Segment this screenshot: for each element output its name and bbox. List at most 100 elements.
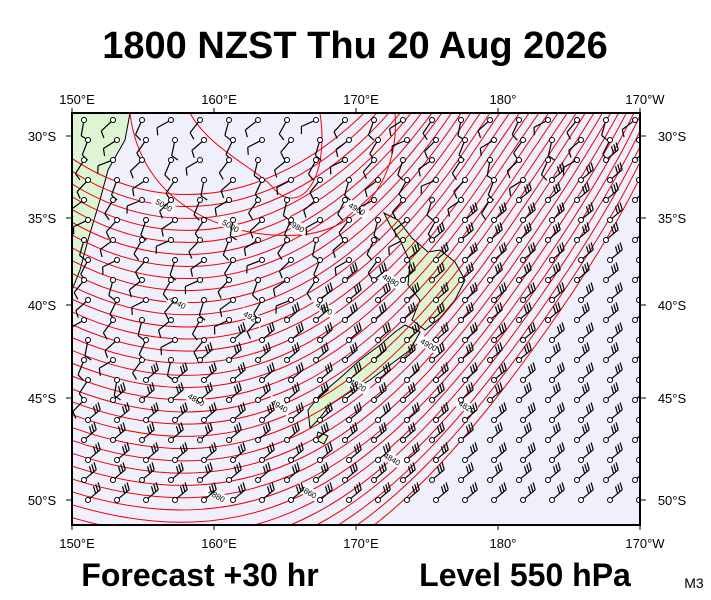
wind-barb — [491, 482, 507, 503]
barb-flag — [269, 324, 273, 332]
barb-flag — [121, 446, 126, 454]
wind-barb — [128, 277, 145, 298]
barb-flag — [643, 342, 650, 349]
barb-flag — [211, 404, 215, 412]
barb-flag — [584, 264, 588, 272]
barb-staff — [495, 369, 507, 380]
barb-flag — [296, 422, 300, 430]
wind-barb — [251, 277, 261, 301]
barb-flag — [295, 406, 300, 414]
barb-staff — [433, 389, 445, 400]
barb-flag — [613, 344, 617, 352]
barb-staff — [562, 160, 576, 169]
barb-staff — [466, 449, 478, 460]
barb-flag — [465, 426, 470, 434]
barb-flag — [353, 446, 358, 454]
wind-barb — [397, 157, 406, 181]
barb-flag — [240, 484, 244, 492]
barb-flag — [526, 424, 530, 432]
barb-flag — [121, 406, 126, 414]
wind-barb — [226, 422, 242, 443]
height-contour — [72, 113, 365, 195]
barb-flag — [617, 484, 621, 492]
barb-flag — [97, 402, 101, 410]
wind-barb — [337, 197, 348, 221]
barb-flag — [79, 254, 86, 261]
barb-flag — [233, 426, 238, 434]
barb-staff — [611, 369, 623, 380]
barb-staff — [379, 449, 391, 460]
barb-flag — [320, 386, 325, 394]
barb-flag — [559, 324, 563, 332]
barb-staff — [611, 449, 623, 460]
barb-flag — [644, 444, 651, 451]
barb-flag — [349, 386, 354, 394]
wind-barb — [375, 402, 391, 423]
barb-flag — [615, 302, 619, 310]
barb-staff — [392, 201, 403, 213]
wind-barb — [84, 337, 92, 361]
barb-flag — [213, 326, 216, 335]
barb-flag — [97, 165, 99, 174]
barb-flag — [356, 324, 360, 332]
barb-flag — [468, 464, 472, 472]
barb-staff — [641, 130, 652, 139]
barb-flag — [248, 212, 254, 220]
barb-staff — [288, 389, 300, 400]
lon-label-bottom: 180° — [490, 536, 517, 551]
barb-flag — [617, 244, 621, 252]
barb-flag — [117, 466, 122, 474]
barb-flag — [356, 404, 360, 412]
barb-flag — [88, 426, 93, 434]
barb-flag — [122, 462, 126, 470]
wind-barb — [313, 422, 329, 443]
barb-flag — [240, 324, 244, 332]
barb-flag — [474, 442, 478, 450]
barb-flag — [555, 344, 559, 352]
wind-barb — [98, 357, 116, 376]
wind-barb — [603, 382, 619, 403]
wind-barb — [603, 262, 619, 283]
barb-staff — [230, 469, 242, 480]
barb-staff — [234, 409, 246, 420]
barb-flag — [474, 242, 478, 250]
barb-flag — [72, 411, 77, 419]
barb-flag — [382, 326, 387, 334]
barb-flag — [300, 322, 304, 330]
barb-flag — [497, 224, 501, 232]
barb-flag — [208, 446, 213, 454]
height-contour — [72, 113, 390, 219]
wind-barb — [574, 382, 590, 403]
barb-flag — [647, 442, 654, 449]
wind-barb — [342, 462, 358, 483]
barb-staff — [346, 469, 358, 480]
barb-staff — [379, 369, 391, 380]
wind-barb — [259, 402, 275, 423]
barb-flag — [555, 424, 559, 432]
barb-flag — [385, 484, 389, 492]
wind-barb — [313, 382, 329, 403]
barb-staff — [218, 161, 229, 174]
lat-label-left: 50°S — [28, 493, 57, 508]
barb-flag — [97, 442, 101, 450]
barb-flag — [146, 386, 151, 394]
barb-flag — [469, 366, 474, 374]
barb-flag — [530, 324, 534, 332]
barb-flag — [474, 402, 478, 410]
wind-barb — [218, 157, 232, 180]
wind-barb — [458, 342, 474, 363]
wind-barb — [288, 322, 304, 343]
barb-flag — [382, 286, 387, 294]
barb-flag — [556, 326, 561, 334]
barb-flag — [269, 484, 273, 492]
wind-barb — [284, 302, 300, 323]
barb-flag — [320, 466, 325, 474]
barb-flag — [323, 464, 327, 472]
barb-flag — [358, 362, 362, 370]
barb-staff — [641, 450, 652, 459]
barb-flag — [93, 422, 97, 430]
barb-flag — [532, 482, 536, 490]
barb-staff — [466, 209, 478, 220]
barb-flag — [443, 404, 447, 412]
barb-staff — [375, 269, 387, 280]
